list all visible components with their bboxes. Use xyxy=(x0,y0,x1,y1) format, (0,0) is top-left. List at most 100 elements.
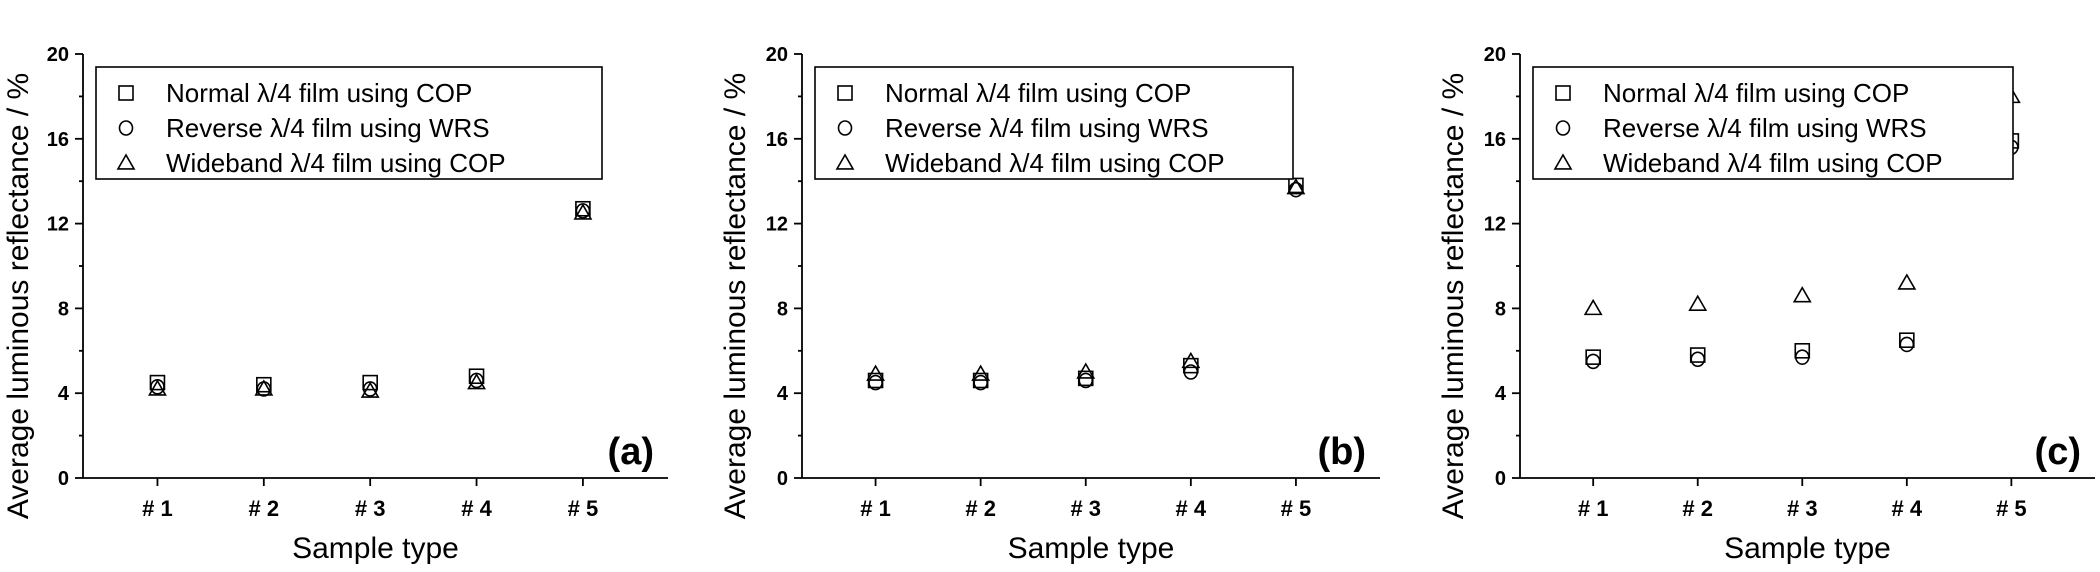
y-tick-label: 20 xyxy=(766,44,788,66)
panel-label: (b) xyxy=(1317,431,1366,473)
series-square xyxy=(149,200,591,393)
y-tick-label: 8 xyxy=(1495,298,1506,320)
y-tick-label: 12 xyxy=(1484,214,1506,236)
series-square xyxy=(867,177,1304,389)
panel-label: (c) xyxy=(2035,431,2081,473)
chart-panel-2: 0 4 8 12 16 20 # 1 # 2 # 3 # 4 # 5 Sample type Avera… xyxy=(719,44,1380,565)
x-tick-label: # 2 xyxy=(1682,496,1713,521)
legend-label: Reverse λ/4 film using WRS xyxy=(1603,113,1927,143)
series-triangle xyxy=(866,177,1306,381)
y-tick-label: 20 xyxy=(47,44,69,66)
legend-label: Wideband λ/4 film using COP xyxy=(1603,148,1943,178)
y-tick-label: 12 xyxy=(766,214,788,236)
data-point-triangle xyxy=(1688,294,1708,311)
x-tick-label: # 4 xyxy=(1892,496,1923,521)
legend-marker-square xyxy=(837,85,853,101)
legend: Normal λ/4 film using COP Reverse λ/4 fil… xyxy=(1532,66,2014,180)
legend-marker-square xyxy=(1555,85,1571,101)
legend-marker-square xyxy=(118,85,134,101)
data-point-triangle xyxy=(148,379,167,396)
data-point-square xyxy=(362,374,378,391)
y-tick-label: 4 xyxy=(1495,383,1507,405)
data-point-triangle xyxy=(467,373,486,390)
y-axis-title: Average luminous reflectance / % xyxy=(1437,73,1470,519)
data-point-circle xyxy=(973,374,988,391)
y-tick-label: 16 xyxy=(766,129,788,151)
x-tick-label: # 3 xyxy=(1070,496,1101,521)
data-point-triangle xyxy=(254,379,274,396)
x-tick-label: # 4 xyxy=(461,496,492,521)
legend-label: Normal λ/4 film using COP xyxy=(1603,78,1909,108)
legend-label: Normal λ/4 film using COP xyxy=(885,78,1191,108)
x-tick-label: # 1 xyxy=(1578,496,1609,521)
x-tick-label: # 5 xyxy=(1281,496,1312,521)
legend-marker-circle xyxy=(1555,120,1571,136)
legend-marker-circle xyxy=(118,120,134,136)
legend: Normal λ/4 film using COP Reverse λ/4 fil… xyxy=(95,66,603,180)
x-tick-label: # 5 xyxy=(568,496,599,521)
legend-marker-circle xyxy=(837,120,853,136)
x-tick-label: # 1 xyxy=(142,496,173,521)
data-point-circle xyxy=(1585,353,1601,370)
data-point-circle xyxy=(1899,336,1915,353)
series-triangle xyxy=(148,203,593,398)
y-axis-title: Average luminous reflectance / % xyxy=(719,73,752,519)
data-point-triangle xyxy=(360,381,380,398)
data-point-square xyxy=(1794,342,1811,359)
data-point-triangle xyxy=(573,203,593,220)
legend-marker-triangle xyxy=(835,153,855,170)
x-tick-label: # 5 xyxy=(1996,496,2027,521)
data-point-circle xyxy=(1078,372,1094,389)
data-point-triangle xyxy=(1792,286,1812,303)
legend-label: Wideband λ/4 film using COP xyxy=(885,148,1225,178)
x-tick-label: # 2 xyxy=(249,496,280,521)
x-tick-label: # 3 xyxy=(355,496,386,521)
y-tick-label: 0 xyxy=(58,468,69,490)
y-tick-label: 4 xyxy=(777,383,789,405)
x-tick-label: # 4 xyxy=(1176,496,1207,521)
data-point-triangle xyxy=(1076,362,1096,379)
legend-box xyxy=(1532,66,2014,180)
y-tick-label: 16 xyxy=(47,129,69,151)
data-point-circle xyxy=(1288,181,1304,198)
x-axis-title: Sample type xyxy=(1008,532,1175,565)
y-tick-label: 20 xyxy=(1484,44,1506,66)
data-point-triangle xyxy=(1583,298,1603,316)
data-point-triangle xyxy=(1897,273,1917,290)
data-point-square xyxy=(256,376,272,393)
data-point-triangle xyxy=(971,364,991,381)
legend-label: Wideband λ/4 film using COP xyxy=(166,148,506,178)
panel-label: (a) xyxy=(608,431,654,473)
legend-label: Reverse λ/4 film using WRS xyxy=(885,113,1209,143)
series-circle xyxy=(868,181,1304,391)
legend-marker-triangle xyxy=(1553,153,1573,170)
data-point-triangle xyxy=(1181,351,1201,369)
x-tick-label: # 3 xyxy=(1787,496,1818,521)
legend-label: Reverse λ/4 film using WRS xyxy=(166,113,490,143)
x-axis-title: Sample type xyxy=(1724,532,1891,565)
data-point-square xyxy=(468,368,485,385)
chart-panel-1: 0 4 8 12 16 20 # 1 # 2 # 3 # 4 # 5 Sample type Avera… xyxy=(2,44,668,565)
legend-box xyxy=(95,66,603,180)
legend-marker-triangle xyxy=(116,153,136,170)
legend-label: Normal λ/4 film using COP xyxy=(166,78,472,108)
data-point-square xyxy=(1689,347,1706,363)
data-point-triangle xyxy=(866,364,885,381)
y-tick-label: 16 xyxy=(1484,129,1506,151)
y-tick-label: 4 xyxy=(58,383,70,405)
y-tick-label: 12 xyxy=(47,214,69,236)
data-point-square xyxy=(1899,332,1915,349)
data-point-square xyxy=(149,374,166,391)
y-tick-label: 0 xyxy=(1495,468,1506,490)
data-point-triangle xyxy=(1286,177,1306,195)
data-point-circle xyxy=(1690,351,1706,368)
legend-box xyxy=(814,66,1294,180)
data-point-circle xyxy=(1183,364,1199,380)
y-tick-label: 8 xyxy=(777,298,788,320)
y-tick-label: 8 xyxy=(58,298,69,320)
series-circle xyxy=(150,203,591,397)
y-tick-label: 0 xyxy=(777,468,788,490)
x-tick-label: # 2 xyxy=(965,496,996,521)
chart-panel-3: 0 4 8 12 16 20 # 1 # 2 # 3 # 4 # 5 Sample type Avera… xyxy=(1437,44,2095,565)
